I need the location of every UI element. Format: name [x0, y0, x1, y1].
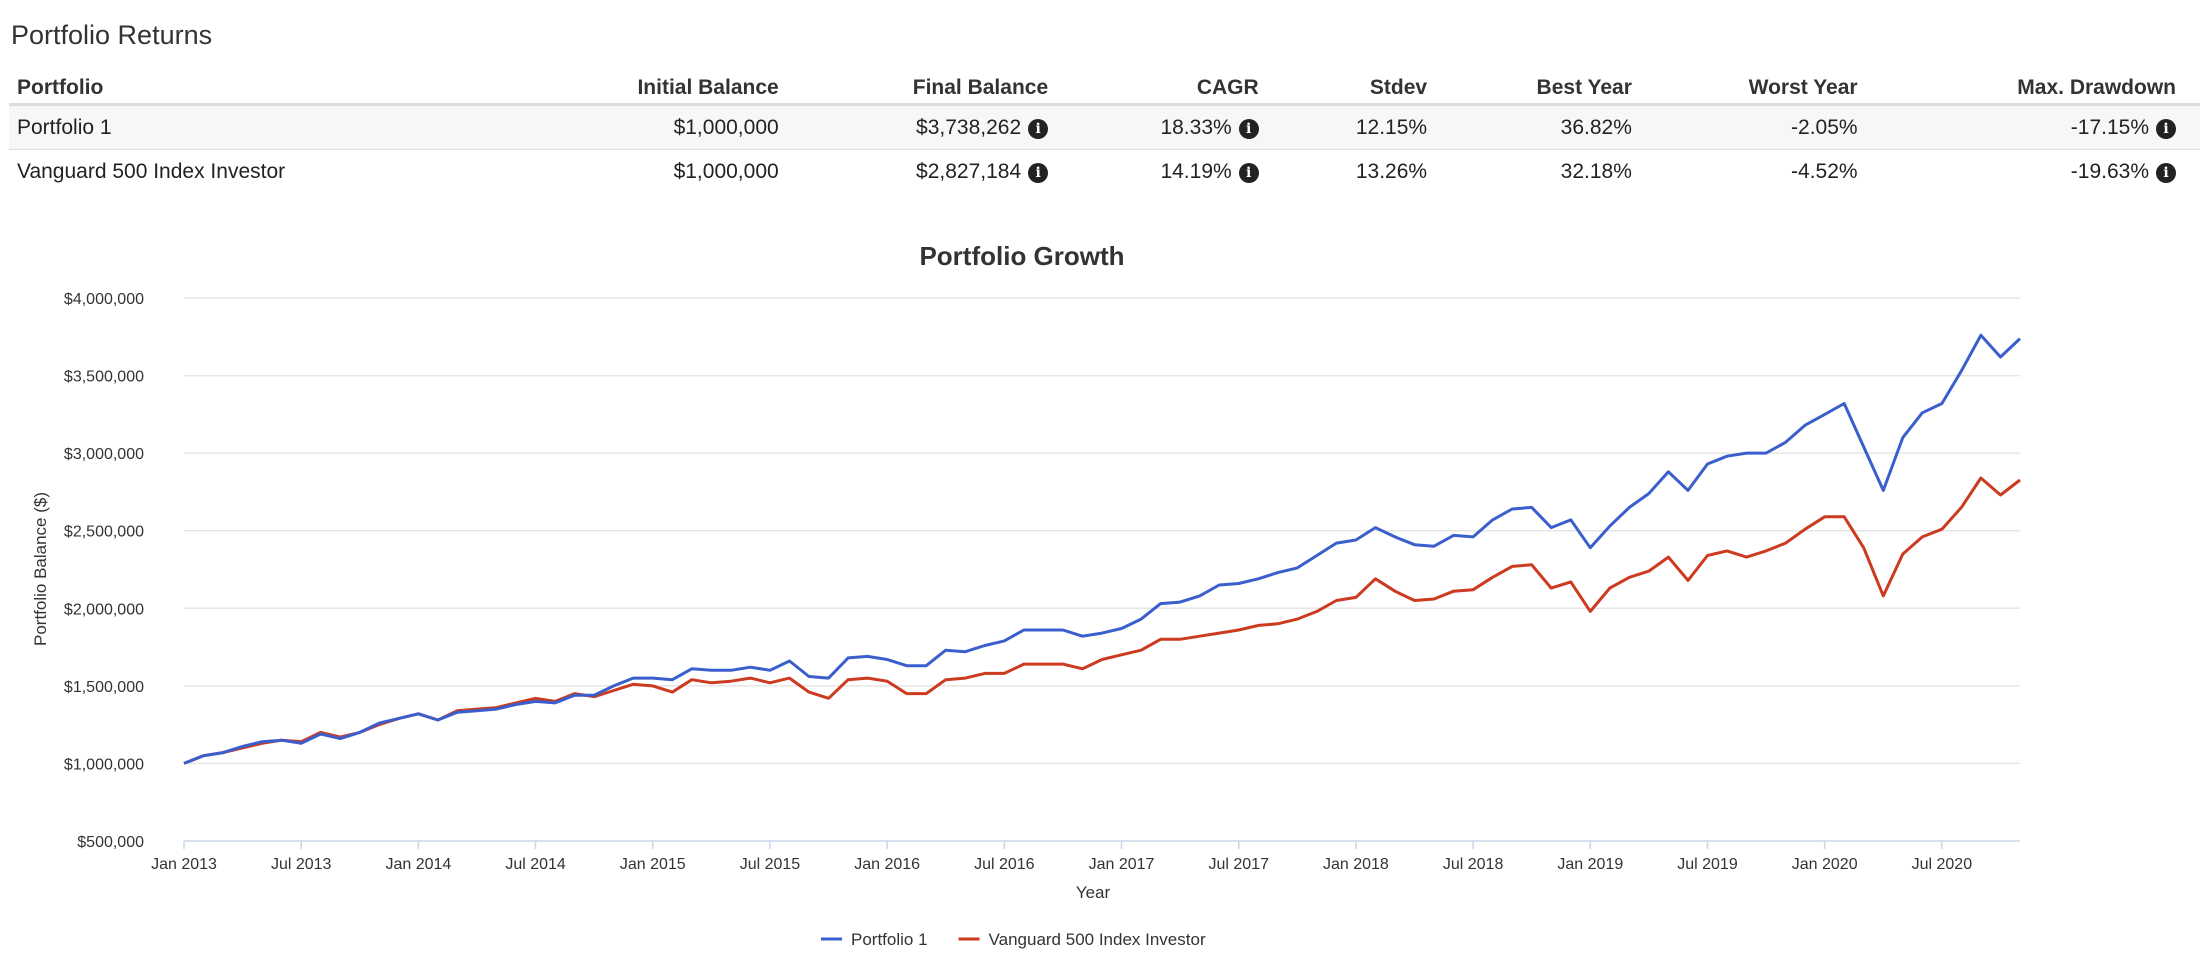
cell-max-drawdown: -19.63% i	[1866, 150, 2184, 194]
cell-best-year: 32.18%	[1560, 159, 1632, 183]
y-axis-ticks: $500,000 $1,000,000 $1,500,000 $2,000,000 $2…	[64, 291, 144, 851]
x-axis-ticks: Jan 2013 Jul 2013 Jan 2014 Jul 2014 Jan 2015…	[151, 841, 1972, 873]
y-tick-label: $4,000,000	[64, 291, 144, 308]
x-tick-label: Jan 2015	[620, 856, 686, 873]
chart-legend: Portfolio 1 Vanguard 500 Index Investor	[821, 930, 1206, 949]
cell-final-balance: $3,738,262 i	[786, 104, 1057, 150]
cell-final-balance-value: $3,738,262	[916, 115, 1022, 139]
x-tick-label: Jul 2017	[1208, 856, 1269, 873]
portfolio-growth-chart: Portfolio Growth $500,000 $1,000,000 $1,50…	[0, 230, 2200, 980]
chart-svg: Portfolio Growth $500,000 $1,000,000 $1,50…	[31, 241, 2022, 949]
x-tick-label: Jan 2016	[854, 856, 920, 873]
chart-gridlines	[184, 297, 2020, 842]
cell-portfolio: Portfolio 1	[9, 104, 422, 150]
y-tick-label: $3,000,000	[64, 446, 144, 463]
cell-worst-year: -2.05%	[1639, 104, 1866, 150]
info-circle-icon[interactable]: i	[2156, 162, 2176, 183]
cell-cagr: 14.19% i	[1056, 150, 1267, 194]
cell-spacer	[2184, 104, 2200, 150]
returns-table: Portfolio Initial Balance Final Balance …	[9, 72, 2200, 193]
col-header-spacer	[2184, 72, 2200, 106]
legend-item-label[interactable]: Portfolio 1	[851, 930, 928, 949]
x-tick-label: Jan 2013	[151, 856, 217, 873]
chart-series	[183, 333, 2022, 765]
table-row: Portfolio 1 $1,000,000 $3,738,262 i 18.33…	[9, 104, 2200, 150]
x-axis-label: Year	[1076, 883, 1111, 902]
y-tick-label: $2,000,000	[64, 601, 144, 618]
x-tick-label: Jan 2020	[1792, 856, 1858, 873]
x-tick-label: Jan 2017	[1089, 856, 1155, 873]
chart-title: Portfolio Growth	[919, 241, 1124, 271]
cell-worst-year: -4.52%	[1791, 159, 1858, 183]
cell-final-balance: $2,827,184 i	[787, 150, 1056, 194]
y-tick-label: $500,000	[77, 834, 144, 851]
info-circle-icon[interactable]: i	[1028, 162, 1049, 183]
cell-stdev: 12.15%	[1266, 104, 1436, 150]
x-tick-label: Jul 2019	[1677, 856, 1738, 873]
cell-cagr: 18.33% i	[1056, 104, 1267, 150]
cell-max-drawdown-value: -17.15%	[2070, 115, 2149, 139]
col-header-cagr[interactable]: CAGR	[1056, 72, 1267, 106]
col-header-stdev[interactable]: Stdev	[1266, 72, 1436, 106]
cell-portfolio: Vanguard 500 Index Investor	[17, 159, 286, 183]
y-tick-label: $3,500,000	[64, 369, 144, 386]
info-circle-icon[interactable]: i	[2156, 118, 2176, 139]
x-tick-label: Jul 2014	[505, 856, 566, 873]
x-tick-label: Jan 2018	[1323, 856, 1389, 873]
col-header-best-year[interactable]: Best Year	[1435, 72, 1640, 106]
x-tick-label: Jul 2020	[1912, 856, 1973, 873]
cell-max-drawdown-value: -19.63%	[2070, 159, 2149, 183]
col-header-max-drawdown[interactable]: Max. Drawdown	[1865, 72, 2184, 106]
x-tick-label: Jul 2018	[1443, 856, 1504, 873]
x-tick-label: Jan 2019	[1557, 856, 1623, 873]
info-circle-icon[interactable]: i	[1238, 118, 1259, 139]
series-line[interactable]	[183, 333, 2022, 765]
cell-initial-balance: $1,000,000	[673, 159, 779, 183]
col-header-portfolio[interactable]: Portfolio	[9, 72, 422, 106]
col-header-initial-balance[interactable]: Initial Balance	[421, 72, 787, 106]
x-tick-label: Jul 2016	[974, 856, 1035, 873]
cell-best-year: 36.82%	[1435, 104, 1640, 150]
x-tick-label: Jan 2014	[385, 856, 451, 873]
y-axis-label: Portfolio Balance ($)	[31, 492, 50, 646]
x-tick-label: Jul 2013	[271, 856, 332, 873]
y-tick-label: $2,500,000	[64, 524, 144, 541]
cell-cagr-value: 18.33%	[1160, 115, 1232, 139]
table-row: Vanguard 500 Index Investor $1,000,000 $…	[9, 150, 2200, 194]
col-header-worst-year[interactable]: Worst Year	[1639, 72, 1866, 106]
y-tick-label: $1,500,000	[64, 679, 144, 696]
cell-initial-balance: $1,000,000	[421, 104, 787, 150]
cell-max-drawdown: -17.15% i	[1865, 104, 2184, 150]
x-tick-label: Jul 2015	[740, 856, 801, 873]
series-line[interactable]	[183, 476, 2021, 765]
legend-item-label[interactable]: Vanguard 500 Index Investor	[989, 930, 1206, 949]
table-header-row: Portfolio Initial Balance Final Balance …	[9, 72, 2200, 106]
cell-stdev: 13.26%	[1355, 159, 1428, 183]
y-tick-label: $1,000,000	[64, 756, 144, 773]
cell-cagr-value: 14.19%	[1160, 159, 1232, 183]
col-header-final-balance[interactable]: Final Balance	[786, 72, 1057, 106]
page-title: Portfolio Returns	[11, 20, 213, 50]
info-circle-icon[interactable]: i	[1028, 118, 1049, 139]
cell-spacer	[2184, 150, 2200, 194]
cell-final-balance-value: $2,827,184	[916, 159, 1022, 183]
info-circle-icon[interactable]: i	[1238, 162, 1259, 183]
